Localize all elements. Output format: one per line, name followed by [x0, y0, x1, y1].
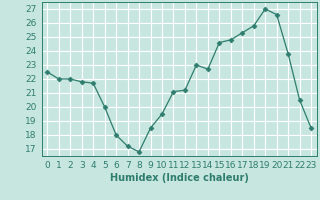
X-axis label: Humidex (Indice chaleur): Humidex (Indice chaleur): [110, 173, 249, 183]
